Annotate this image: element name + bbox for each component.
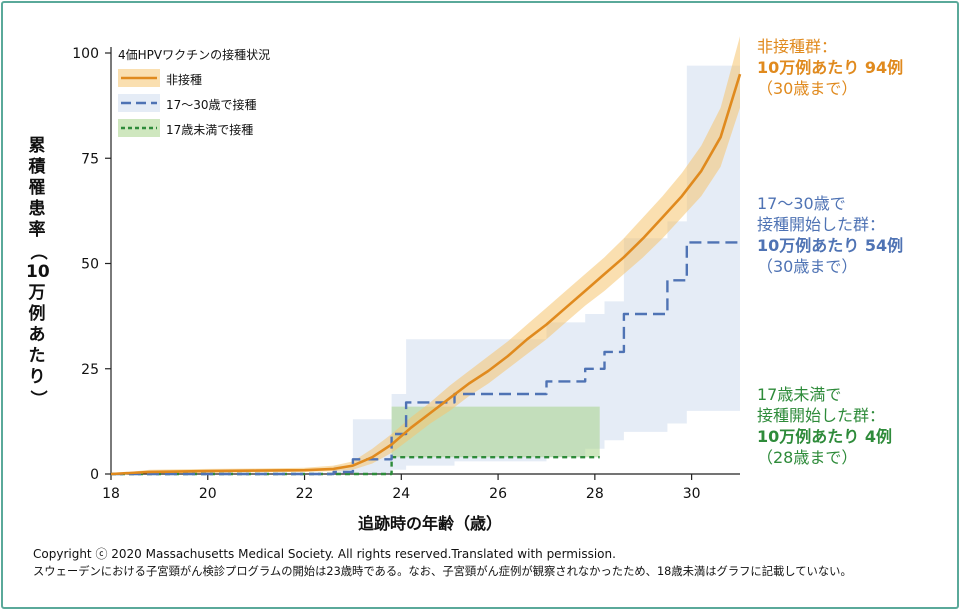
ci-band-vaccinated-under-17: [111, 406, 600, 474]
annotation-unvaccinated: 非接種群： 10万例あたり 94例 （30歳まで）: [757, 36, 903, 99]
annotation-unvaccinated-line3: （30歳まで）: [757, 79, 858, 98]
copyright-note: Copyright ⓒ 2020 Massachusetts Medical S…: [33, 547, 616, 561]
annotation-blue-line1: 17〜30歳で: [757, 194, 846, 213]
ci-band-unvaccinated: [111, 36, 740, 474]
y-tick-label: 50: [81, 257, 99, 273]
series-line-vaccinated-17-30: [111, 241, 740, 476]
y-axis-label: 累積罹患率 （10 万例あたり ）: [26, 136, 50, 407]
y-tick-label: 100: [72, 46, 99, 62]
x-tick-label: 18: [102, 486, 120, 502]
annotation-unvaccinated-line1: 非接種群：: [757, 37, 838, 56]
x-tick-label: 24: [392, 486, 410, 502]
y-tick-label: 25: [81, 362, 99, 378]
legend-label-unvaccinated: 非接種: [166, 73, 203, 87]
annotation-vaccinated-17-30: 17〜30歳で 接種開始した群： 10万例あたり 54例 （30歳まで）: [757, 193, 903, 277]
annotation-blue-line3: 10万例あたり 54例: [757, 236, 904, 255]
y-tick-label: 0: [90, 467, 99, 483]
legend-label-vaccinated-17-30: 17〜30歳で接種: [166, 98, 257, 112]
x-axis-label: 追跡時の年齢（歳）: [357, 514, 502, 533]
annotation-unvaccinated-line2: 10万例あたり 94例: [757, 58, 904, 77]
x-tick-label: 26: [489, 486, 507, 502]
annotation-green-line1: 17歳未満で: [757, 385, 842, 404]
x-tick-label: 28: [586, 486, 604, 502]
annotation-blue-line2: 接種開始した群：: [757, 215, 886, 234]
annotation-green-line4: （28歳まで）: [757, 448, 858, 467]
annotation-green-line2: 接種開始した群：: [757, 406, 886, 425]
x-tick-label: 20: [199, 486, 217, 502]
legend-title: 4価HPVワクチンの接種状況: [118, 48, 271, 62]
annotation-vaccinated-under-17: 17歳未満で 接種開始した群： 10万例あたり 4例 （28歳まで）: [757, 384, 892, 468]
y-tick-label: 75: [81, 151, 99, 167]
x-tick-label: 22: [296, 486, 314, 502]
annotation-blue-line4: （30歳まで）: [757, 257, 858, 276]
x-tick-label: 30: [683, 486, 701, 502]
annotation-green-line3: 10万例あたり 4例: [757, 427, 892, 446]
ci-band-vaccinated-17-30: [111, 65, 740, 474]
legend-label-vaccinated-under-17: 17歳未満で接種: [166, 123, 254, 137]
series-line-unvaccinated: [110, 73, 742, 476]
footnote: スウェーデンにおける子宮頸がん検診プログラムの開始は23歳時である。なお、子宮頸…: [33, 565, 852, 578]
